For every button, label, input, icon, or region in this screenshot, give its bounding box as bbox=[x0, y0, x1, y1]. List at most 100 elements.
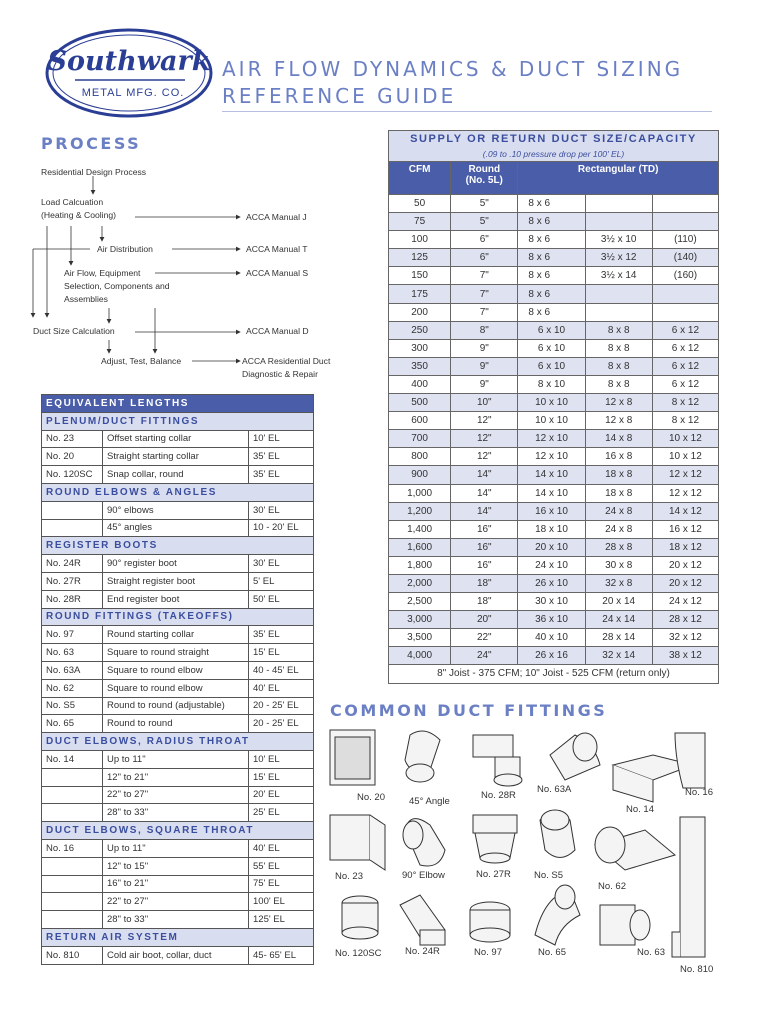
cfm-cell: 3,000 bbox=[387, 610, 452, 630]
equivalent-length-cell: 10' EL bbox=[248, 429, 314, 449]
rect-3-cell: 24 x 12 bbox=[651, 592, 720, 612]
table-row: 1,800 16" 24 x 10 30 x 8 20 x 12 bbox=[387, 555, 720, 575]
fitting-no28r-illustration bbox=[472, 734, 523, 787]
ref-repair-1: ACCA Residential Duct bbox=[242, 356, 331, 366]
equivalent-lengths-title: EQUIVALENT LENGTHS bbox=[41, 394, 314, 413]
ref-manual-s: ACCA Manual S bbox=[246, 268, 308, 278]
table-row: 4,000 24" 26 x 16 32 x 14 38 x 12 bbox=[387, 646, 720, 666]
rect-2-cell: 24 x 14 bbox=[584, 610, 653, 630]
cfm-cell: 400 bbox=[387, 374, 452, 395]
fitting-label: No. 120SC bbox=[335, 948, 382, 959]
fitting-no62-illustration bbox=[593, 826, 677, 871]
part-number-cell: No. 63 bbox=[41, 643, 103, 662]
fitting-label: No. 24R bbox=[405, 946, 440, 957]
step-load-2: (Heating & Cooling) bbox=[41, 210, 116, 220]
rect-3-cell: 12 x 12 bbox=[651, 465, 720, 485]
description-cell: Cold air boot, collar, duct bbox=[102, 945, 249, 965]
rect-2-cell: 20 x 14 bbox=[584, 592, 653, 612]
equivalent-length-cell: 10 - 20' EL bbox=[248, 518, 314, 538]
equivalent-length-cell: 10' EL bbox=[248, 749, 314, 769]
round-label: Round bbox=[468, 164, 501, 175]
rect-1-cell: 12 x 10 bbox=[517, 447, 586, 467]
rect-2-cell: 3½ x 10 bbox=[584, 230, 653, 250]
rect-3-cell: 16 x 12 bbox=[651, 519, 720, 539]
ref-manual-t: ACCA Manual T bbox=[246, 244, 308, 254]
table-row: No. 27R Straight register boot 5' EL bbox=[41, 571, 314, 591]
col-header-rectangular: Rectangular (TD) bbox=[517, 161, 719, 195]
table-row: 150 7" 8 x 6 3½ x 14 (160) bbox=[387, 266, 720, 286]
fitting-90-elbow-illustration bbox=[402, 818, 446, 867]
part-number-cell: No. 65 bbox=[41, 714, 103, 734]
section-header: REGISTER BOOTS bbox=[41, 536, 314, 556]
rect-3-cell: 38 x 12 bbox=[651, 646, 720, 666]
rect-2-cell: 12 x 8 bbox=[584, 393, 653, 413]
fitting-label: No. 27R bbox=[476, 869, 511, 880]
part-number-cell: No. 14 bbox=[41, 749, 103, 769]
table-row: No. 63 Square to round straight 15' EL bbox=[41, 643, 314, 662]
equivalent-length-cell: 20 - 25' EL bbox=[248, 714, 314, 734]
fitting-label: 45° Angle bbox=[409, 796, 450, 807]
rect-2-cell: 24 x 8 bbox=[584, 519, 653, 539]
description-cell: Round to round (adjustable) bbox=[102, 696, 249, 716]
rect-2-cell: 28 x 8 bbox=[584, 537, 653, 557]
fitting-label: No. 23 bbox=[335, 871, 363, 882]
description-cell: 90° register boot bbox=[102, 554, 249, 573]
rect-3-cell: 28 x 12 bbox=[651, 610, 720, 630]
part-number-cell bbox=[41, 785, 103, 805]
part-number-cell bbox=[41, 803, 103, 823]
equivalent-length-cell: 100' EL bbox=[248, 892, 314, 912]
rect-1-cell: 14 x 10 bbox=[517, 465, 586, 485]
fitting-no24r-illustration bbox=[399, 894, 446, 946]
process-heading: PROCESS bbox=[41, 134, 142, 153]
table-row: No. 63A Square to round elbow 40 - 45' EL bbox=[41, 660, 314, 680]
table-row: 1,600 16" 20 x 10 28 x 8 18 x 12 bbox=[387, 537, 720, 557]
rect-1-cell: 6 x 10 bbox=[517, 320, 586, 340]
part-number-cell: No. 63A bbox=[41, 660, 103, 680]
cfm-cell: 3,500 bbox=[387, 628, 452, 648]
fitting-label: No. 63A bbox=[537, 784, 572, 795]
step-adjust: Adjust, Test, Balance bbox=[101, 356, 181, 366]
round-cell: 18" bbox=[450, 573, 519, 594]
part-number-cell: No. 810 bbox=[41, 945, 103, 965]
cfm-cell: 350 bbox=[387, 356, 452, 376]
part-number-cell: No. 28R bbox=[41, 589, 103, 609]
fitting-no27r-illustration bbox=[472, 814, 518, 864]
fitting-label: No. 28R bbox=[481, 790, 516, 801]
rect-2-cell: 24 x 8 bbox=[584, 501, 653, 521]
description-cell: 28" to 33" bbox=[102, 803, 249, 823]
fitting-label: No. 810 bbox=[680, 964, 714, 975]
part-number-cell bbox=[41, 518, 103, 538]
rect-2-cell: 8 x 8 bbox=[584, 356, 653, 376]
fitting-label: No. 97 bbox=[474, 947, 502, 958]
round-cell: 10" bbox=[450, 393, 519, 413]
equivalent-length-cell: 15' EL bbox=[248, 643, 314, 662]
table-row: 1,400 16" 18 x 10 24 x 8 16 x 12 bbox=[387, 519, 720, 539]
rect-1-cell: 36 x 10 bbox=[517, 610, 586, 630]
equivalent-length-cell: 35' EL bbox=[248, 625, 314, 645]
rect-2-cell: 16 x 8 bbox=[584, 447, 653, 467]
round-cell: 12" bbox=[450, 429, 519, 449]
ref-manual-d: ACCA Manual D bbox=[246, 326, 309, 336]
rect-1-cell: 24 x 10 bbox=[517, 555, 586, 575]
equivalent-length-cell: 20' EL bbox=[248, 785, 314, 805]
rect-1-cell: 10 x 10 bbox=[517, 393, 586, 413]
rect-3-cell: (110) bbox=[651, 230, 720, 250]
description-cell: 22" to 27" bbox=[102, 892, 249, 912]
page-title: AIR FLOW DYNAMICS & DUCT SIZING REFERENC… bbox=[222, 56, 683, 110]
table-row: 12" to 21" 15' EL bbox=[41, 767, 314, 787]
table-row: 3,000 20" 36 x 10 24 x 14 28 x 12 bbox=[387, 610, 720, 630]
fitting-no23-illustration bbox=[329, 814, 386, 871]
rect-2-cell: 3½ x 14 bbox=[584, 266, 653, 286]
round-sub-label: (No. 5L) bbox=[465, 175, 503, 186]
round-cell: 18" bbox=[450, 592, 519, 612]
table-row: 22" to 27" 100' EL bbox=[41, 892, 314, 912]
step-load-1: Load Calcuation bbox=[41, 197, 103, 207]
round-cell: 20" bbox=[450, 610, 519, 630]
description-cell: Offset starting collar bbox=[102, 429, 249, 449]
rect-3-cell bbox=[651, 284, 720, 304]
table-row: No. 20 Straight starting collar 35' EL bbox=[41, 447, 314, 467]
rect-2-cell: 30 x 8 bbox=[584, 555, 653, 575]
supply-table-footer: 8" Joist - 375 CFM; 10" Joist - 525 CFM … bbox=[388, 664, 719, 684]
